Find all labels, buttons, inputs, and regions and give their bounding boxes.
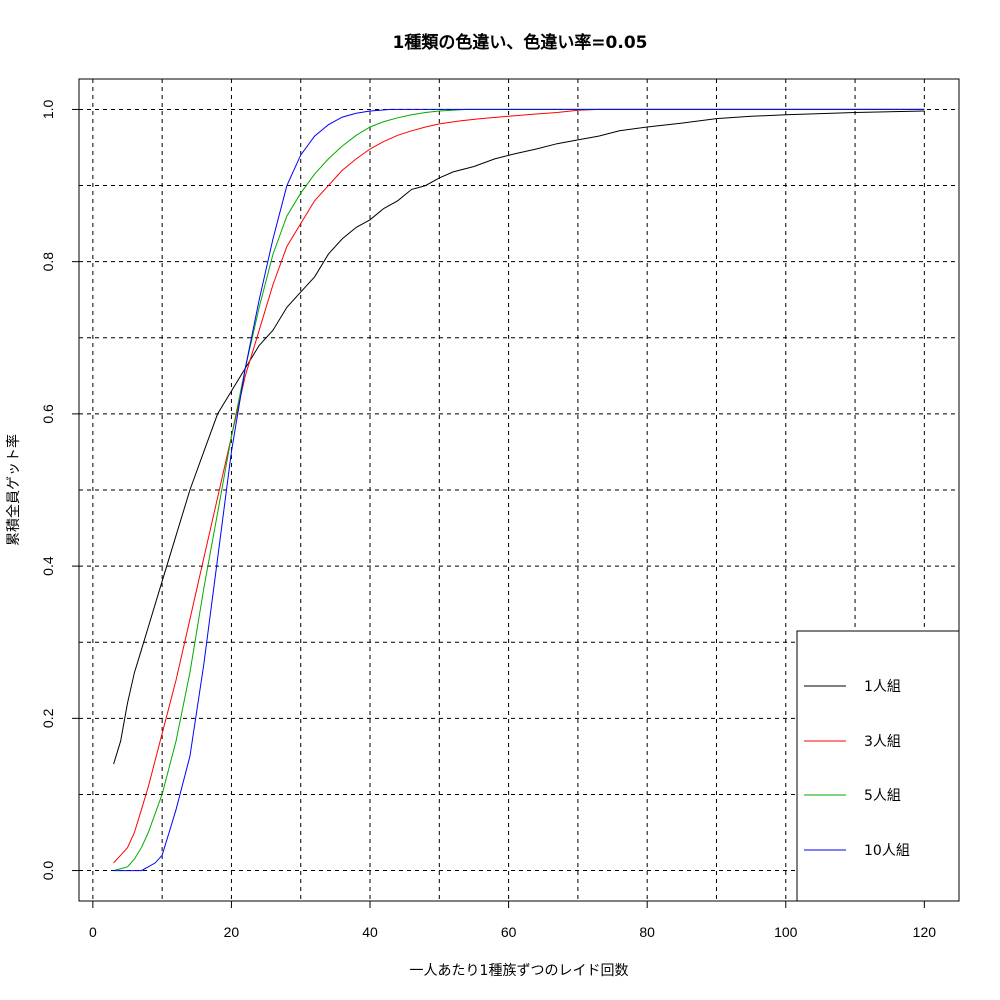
series-lines (113, 108, 925, 872)
x-tick-label-1: 20 (224, 924, 240, 940)
y-tick-label-1: 0.2 (40, 708, 56, 728)
series-line-3 (113, 108, 925, 872)
x-tick-label-6: 120 (913, 924, 937, 940)
x-tick-label-2: 40 (362, 924, 378, 940)
y-tick-label-0: 0.0 (40, 861, 56, 881)
x-tick-label-0: 0 (89, 924, 97, 940)
y-tick-label-2: 0.4 (40, 556, 56, 576)
x-tick-label-5: 100 (774, 924, 798, 940)
x-axis-label: 一人あたり1種族ずつのレイド回数 (410, 963, 629, 979)
x-tick-label-3: 60 (501, 924, 517, 940)
legend-box (796, 630, 960, 902)
series-line-2 (113, 108, 925, 872)
chart-title: 1種類の色違い、色違い率=0.05 (392, 32, 647, 53)
legend-label-3: 10人組 (864, 843, 910, 859)
x-axis: 0 20 40 60 80 100 120 (89, 900, 937, 940)
y-axis-label: 累積全員ゲット率 (5, 434, 22, 546)
y-tick-label-5: 1.0 (40, 100, 56, 120)
y-tick-label-3: 0.6 (40, 404, 56, 424)
x-tick-label-4: 80 (639, 924, 655, 940)
y-axis: 0.0 0.2 0.4 0.6 0.8 1.0 (40, 100, 80, 881)
legend: 1人組 3人組 5人組 10人組 (796, 630, 960, 902)
legend-label-0: 1人組 (864, 679, 901, 695)
series-line-1 (113, 108, 925, 864)
grid-lines (79, 79, 959, 901)
legend-label-2: 5人組 (864, 788, 901, 804)
legend-label-1: 3人組 (864, 734, 901, 750)
series-line-0 (113, 110, 925, 765)
y-tick-label-4: 0.8 (40, 252, 56, 272)
